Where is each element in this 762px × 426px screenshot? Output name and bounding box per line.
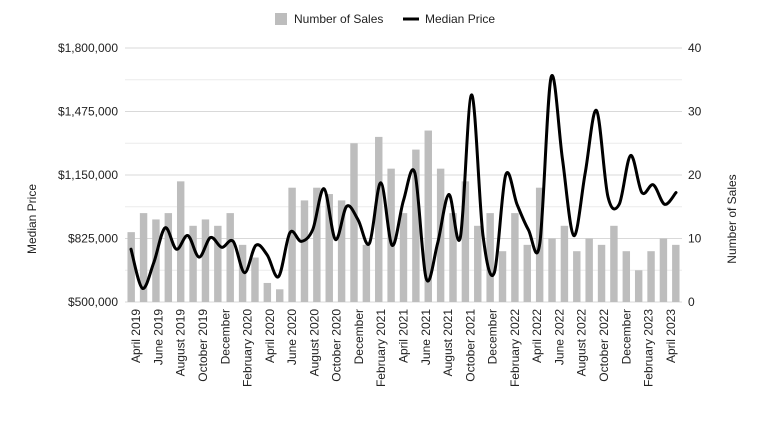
right-tick-label: 20 <box>688 168 702 182</box>
right-tick-label: 40 <box>688 41 702 55</box>
median-price-line <box>129 73 678 290</box>
sales-bar <box>164 213 173 302</box>
x-tick-label: June 2022 <box>553 309 567 365</box>
x-tick-label: December <box>352 309 366 364</box>
sales-bar <box>399 213 408 302</box>
x-tick-label: August 2022 <box>575 309 589 377</box>
x-tick-label: June 2019 <box>151 309 165 365</box>
sales-bar <box>226 213 234 302</box>
x-tick-label: October 2022 <box>597 309 611 382</box>
x-tick-label: June 2021 <box>419 309 433 365</box>
sales-bar <box>424 130 432 302</box>
x-tick-label: April 2023 <box>664 309 678 363</box>
x-tick-label: October 2020 <box>330 309 344 382</box>
left-axis-title: Median Price <box>25 184 39 254</box>
x-tick-label: April 2020 <box>263 309 277 363</box>
sales-bars <box>127 130 680 302</box>
sales-bar <box>201 219 210 302</box>
right-axis-ticks: 0 10 20 30 40 <box>688 41 702 309</box>
sales-bar <box>523 244 531 302</box>
sales-bar <box>387 168 395 302</box>
sales-bar <box>548 238 556 302</box>
sales-bar <box>325 194 333 302</box>
legend-swatch-sales <box>275 13 287 25</box>
sales-bar <box>597 244 606 302</box>
x-tick-label: February 2022 <box>508 309 522 387</box>
sales-bar <box>189 225 197 302</box>
left-axis-ticks: $500,000 $825,000 $1,150,000 $1,475,000 $1,8… <box>58 41 118 309</box>
legend: Number of Sales Median Price <box>275 12 495 26</box>
sales-bar <box>610 225 618 302</box>
price-line-layer <box>129 73 678 290</box>
sales-bar <box>375 136 383 302</box>
sales-bar <box>622 251 631 302</box>
left-tick-label: $825,000 <box>68 232 118 246</box>
sales-bar <box>585 238 593 302</box>
x-tick-label: December <box>619 309 633 364</box>
legend-label-price: Median Price <box>425 12 495 26</box>
sales-bar <box>560 225 569 302</box>
sales-bar <box>127 232 135 302</box>
sales-bar <box>659 238 668 302</box>
sales-bar <box>176 181 185 302</box>
sales-bar <box>362 244 371 302</box>
x-tick-label: August 2020 <box>307 309 321 377</box>
sales-bar <box>288 187 296 302</box>
x-tick-label: June 2020 <box>285 309 299 365</box>
x-tick-label: April 2021 <box>397 309 411 363</box>
sales-bar <box>647 251 655 302</box>
right-tick-label: 0 <box>688 295 695 309</box>
sales-bar <box>313 187 321 302</box>
x-tick-label: April 2022 <box>530 309 544 363</box>
left-tick-label: $1,800,000 <box>58 41 118 55</box>
x-tick-label: August 2021 <box>441 309 455 377</box>
x-tick-label: April 2019 <box>129 309 143 363</box>
sales-bar <box>300 200 309 302</box>
sales-bar <box>498 251 507 302</box>
x-tick-label: February 2020 <box>241 309 255 387</box>
sales-bar <box>449 213 457 302</box>
x-tick-label: February 2023 <box>642 309 656 387</box>
x-tick-label: October 2021 <box>463 309 477 382</box>
sales-bar <box>337 200 346 302</box>
sales-bar <box>263 282 272 302</box>
x-tick-label: December <box>218 309 232 364</box>
x-tick-label: February 2021 <box>374 309 388 387</box>
right-axis-title: Number of Sales <box>725 174 739 263</box>
x-axis-ticks: April 2019 June 2019 August 2019 October 20… <box>129 309 678 387</box>
legend-label-sales: Number of Sales <box>294 12 383 26</box>
sales-bar <box>214 225 222 302</box>
left-tick-label: $500,000 <box>68 295 118 309</box>
right-tick-label: 30 <box>688 105 702 119</box>
sales-bar <box>139 213 148 302</box>
sales-bar <box>672 244 680 302</box>
left-tick-label: $1,150,000 <box>58 168 118 182</box>
sales-bar <box>511 213 519 302</box>
sales-bar <box>486 213 494 302</box>
sales-bar <box>573 251 581 302</box>
sales-bar <box>634 270 643 302</box>
sales-bar <box>251 257 259 302</box>
x-tick-label: August 2019 <box>174 309 188 377</box>
left-tick-label: $1,475,000 <box>58 105 118 119</box>
sales-bar <box>276 289 284 302</box>
x-tick-label: December <box>486 309 500 364</box>
sales-bar <box>350 143 358 302</box>
right-tick-label: 10 <box>688 232 702 246</box>
sales-bar <box>474 225 482 302</box>
sales-bar <box>461 181 470 302</box>
x-tick-label: October 2019 <box>196 309 210 382</box>
sales-bar <box>412 149 420 302</box>
sales-bar <box>238 244 247 302</box>
